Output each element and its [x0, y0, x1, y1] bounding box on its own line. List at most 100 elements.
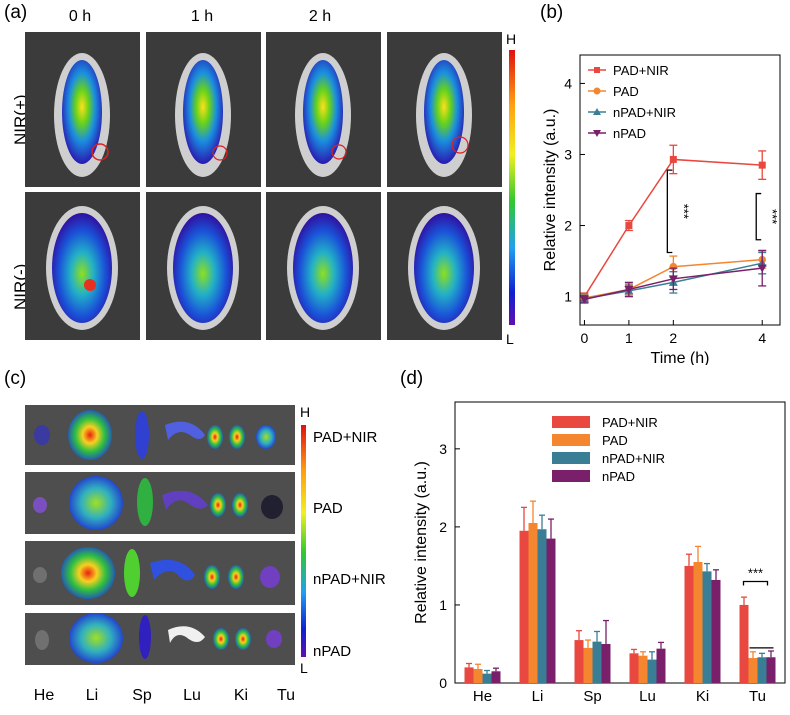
data-point [624, 285, 634, 294]
bar-tu-0 [739, 604, 749, 683]
data-point [758, 161, 766, 169]
data-point [625, 222, 633, 230]
x-tick-label: 1 [625, 330, 633, 346]
legend-swatch [552, 416, 590, 428]
bar-he-3 [491, 671, 501, 683]
legend-label: PAD+NIR [602, 415, 658, 430]
chart-b: 1 2 3 4 0 1 2 4 Time (h) Relative intensity (a.u.… [542, 54, 781, 365]
scale-a-low: L [506, 331, 514, 347]
x-axis-label: Time (h) [651, 350, 710, 365]
bar-sp-3 [601, 643, 611, 683]
data-point [669, 155, 677, 163]
organ-label-ki: Ki [233, 687, 249, 704]
legend-marker [593, 87, 601, 95]
bar-tu-3 [766, 657, 776, 683]
panel-b-label: (b) [540, 2, 564, 23]
organ-row-label-npad-nir: nPAD+NIR [313, 571, 386, 588]
y-tick-label: 0 [439, 675, 447, 691]
y-tick-label: 2 [439, 519, 447, 535]
x-tick-label: 0 [581, 330, 589, 346]
bar-he-0 [464, 667, 474, 683]
legend-label: nPAD [602, 469, 635, 484]
bar-lu-2 [647, 659, 657, 683]
scale-a-high: H [506, 31, 517, 47]
x-tick-label: He [473, 688, 492, 705]
organ-label-sp: Sp [132, 687, 152, 704]
legend-label: nPAD+NIR [602, 451, 665, 466]
series-line-0 [583, 158, 763, 297]
bar-ki-3 [711, 579, 721, 683]
bar-li-2 [537, 529, 547, 683]
legend-label: nPAD [613, 126, 646, 141]
color-scale-a [509, 50, 515, 325]
y-tick-label: 2 [564, 218, 572, 234]
bar-sp-0 [574, 640, 584, 683]
panel-d-label: (d) [400, 368, 424, 389]
bar-lu-0 [629, 653, 639, 683]
organ-row-pad [25, 472, 295, 534]
y-tick-label: 1 [564, 289, 572, 305]
data-point [757, 264, 767, 273]
scale-c-low: L [300, 660, 308, 676]
time-label-2h: 2 h [308, 8, 332, 25]
legend-label: PAD+NIR [613, 63, 669, 78]
legend-marker [593, 108, 601, 115]
organ-row-label-pad-nir: PAD+NIR [313, 429, 378, 446]
x-tick-label: 4 [758, 330, 766, 346]
mouse-image-grid [25, 32, 502, 340]
time-label-0h: 0 h [68, 8, 92, 25]
legend-marker [594, 67, 600, 73]
bar-tu-2 [757, 657, 767, 683]
legend-marker [593, 130, 601, 137]
x-tick-label: Li [532, 688, 544, 705]
organ-label-li: Li [85, 687, 99, 704]
bar-li-1 [528, 522, 538, 683]
organ-row-pad-nir [25, 405, 295, 465]
legend-swatch [552, 452, 590, 464]
plot-frame [579, 54, 781, 326]
significance-stars: *** [676, 204, 691, 219]
y-axis-label: Relative intensity (a.u.) [542, 109, 559, 272]
bar-ki-0 [684, 565, 694, 683]
y-tick-label: 4 [564, 75, 572, 91]
significance-bracket [742, 580, 769, 586]
organ-image-grid [25, 405, 295, 665]
organ-label-lu: Lu [183, 687, 201, 704]
significance-bracket [755, 192, 762, 241]
organ-label-he: He [33, 687, 55, 704]
bar-ki-2 [702, 571, 712, 683]
x-tick-label: Tu [749, 688, 766, 705]
data-point [668, 275, 678, 284]
legend-label: PAD [613, 84, 639, 99]
x-tick-label: 2 [669, 330, 677, 346]
x-tick-label: Ki [696, 688, 709, 705]
organ-row-label-npad: nPAD [313, 643, 352, 660]
y-tick-label: 1 [439, 597, 447, 613]
bar-ki-1 [693, 562, 703, 683]
legend-label: PAD [602, 433, 628, 448]
y-tick-label: 3 [439, 441, 447, 457]
organ-label-tu: Tu [276, 687, 296, 704]
panel-a-label: (a) [4, 2, 28, 23]
significance-stars: *** [748, 566, 763, 581]
color-scale-c [301, 425, 306, 657]
x-tick-label: Sp [583, 688, 601, 705]
bar-lu-1 [638, 655, 648, 683]
bar-li-3 [546, 538, 556, 683]
panel-c-label: (c) [4, 368, 27, 389]
legend-swatch [552, 470, 590, 482]
scale-c-high: H [300, 404, 311, 420]
significance-stars: *** [765, 209, 780, 224]
significance-bracket [666, 169, 673, 254]
data-point [579, 295, 589, 304]
bar-tu-1 [748, 658, 758, 683]
y-tick-label: 3 [564, 146, 572, 162]
series-line-3 [584, 267, 763, 301]
y-axis-label: Relative intensity (a.u.) [413, 461, 430, 624]
bar-sp-2 [592, 641, 602, 683]
time-label-1h: 1 h [190, 8, 214, 25]
chart-d: 0 1 2 3 Relative intensity (a.u.) He Li Sp Lu Ki T… [413, 401, 786, 705]
bar-he-1 [473, 668, 483, 683]
organ-row-label-pad: PAD [313, 500, 343, 517]
legend-label: nPAD+NIR [613, 105, 676, 120]
